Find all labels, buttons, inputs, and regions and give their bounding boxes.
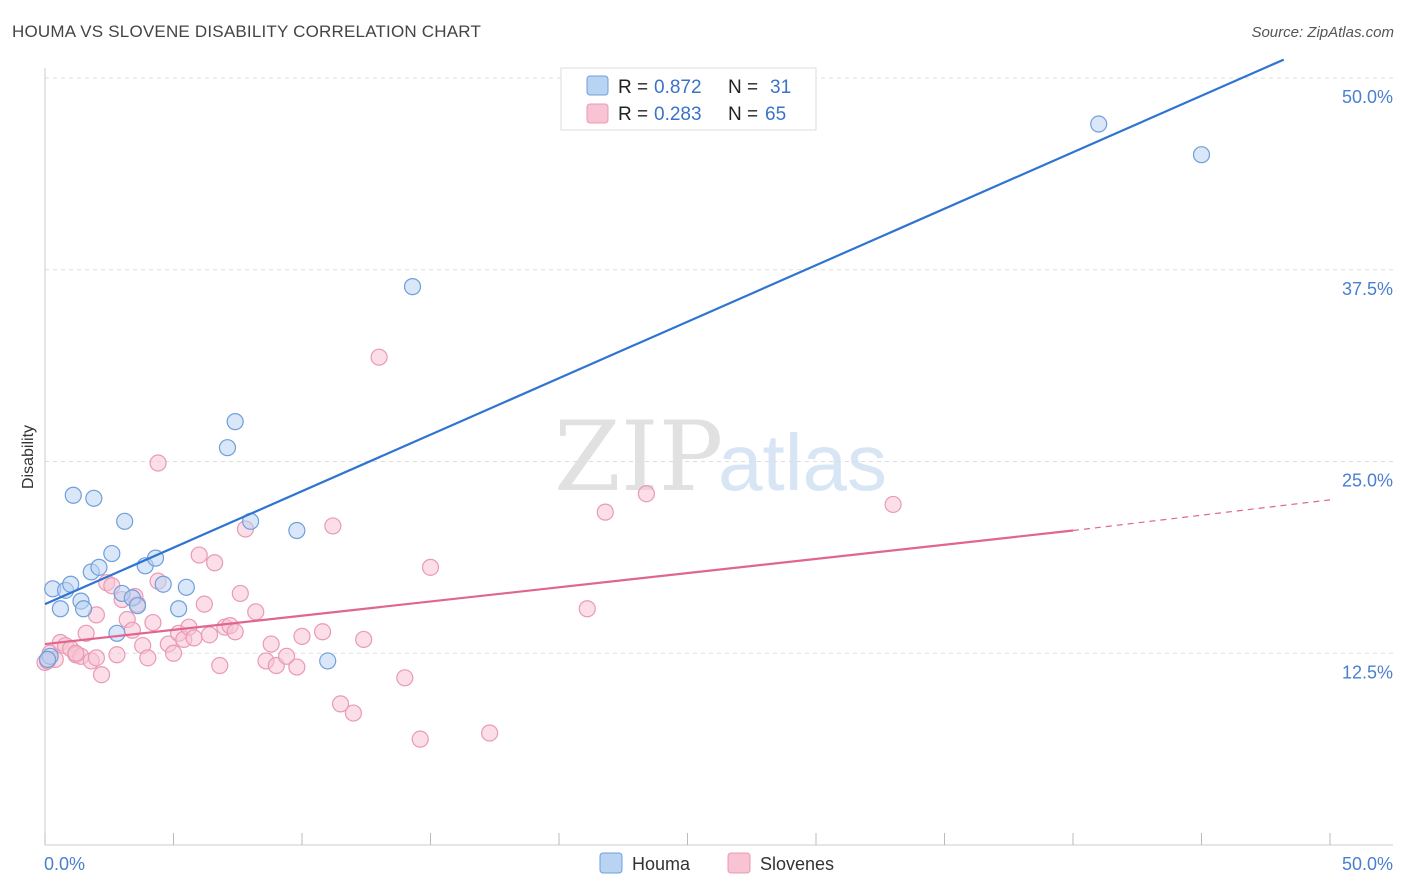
houma-point-16 — [128, 597, 147, 615]
houma-point-27 — [403, 278, 422, 296]
y-tick-label-3: 50.0% — [1342, 87, 1393, 107]
slovenes-point-26 — [164, 644, 183, 662]
houma-point-7 — [74, 600, 93, 618]
y-tick-labels: 12.5% 25.0% 37.5% 50.0% — [1342, 87, 1393, 682]
houma-point-19 — [154, 575, 172, 593]
slovenes-legend-swatch — [586, 103, 609, 124]
houma-point-25 — [288, 521, 306, 540]
slovenes-point-35 — [211, 656, 229, 675]
slovenes-point-58 — [578, 600, 596, 618]
houma-point-29 — [1192, 146, 1211, 164]
watermark: ZIP atlas — [554, 401, 887, 513]
slovenes-point-22 — [144, 613, 162, 632]
stats-legend: R = 0.872 N = 31 R = 0.283 N = 65 — [560, 67, 817, 131]
slovenes-point-63 — [67, 644, 85, 662]
slovenes-point-12 — [92, 666, 111, 684]
slovenes-bottom-swatch — [727, 852, 751, 874]
x-tick-label-min: 0.0% — [44, 854, 85, 874]
source-label: Source: ZipAtlas.com — [1251, 24, 1394, 41]
slovenes-point-24 — [149, 454, 167, 472]
slovenes-point-30 — [185, 629, 203, 647]
houma-r-value: 0.872 — [654, 77, 702, 98]
houma-trend-line — [44, 58, 1285, 606]
slovenes-point-10 — [87, 649, 106, 667]
slovenes-point-61 — [884, 495, 902, 514]
houma-r-label: R = — [618, 77, 648, 98]
slovenes-point-56 — [421, 558, 440, 576]
trend-lines — [44, 58, 1331, 646]
houma-bottom-label: Houma — [632, 854, 691, 874]
slovenes-point-32 — [195, 595, 213, 613]
houma-point-28 — [1090, 115, 1108, 133]
houma-points — [38, 115, 1211, 670]
slovenes-point-59 — [596, 503, 614, 521]
slovenes-point-53 — [370, 348, 388, 366]
slovenes-point-50 — [331, 695, 350, 713]
chart-title: HOUMA VS SLOVENE DISABILITY CORRELATION … — [12, 22, 482, 41]
slovenes-point-48 — [313, 623, 332, 641]
series-legend: Houma Slovenes — [599, 852, 834, 874]
slovenes-point-15 — [108, 646, 126, 664]
slovenes-point-47 — [293, 627, 311, 645]
y-tick-label-2: 37.5% — [1342, 279, 1393, 299]
slovenes-trend-line — [44, 529, 1074, 646]
slovenes-bottom-label: Slovenes — [760, 854, 834, 874]
slovenes-point-54 — [396, 669, 414, 687]
slovenes-point-38 — [226, 623, 244, 641]
slovenes-r-value: 0.283 — [654, 104, 702, 125]
slovenes-points — [36, 348, 902, 748]
houma-bottom-swatch — [599, 852, 623, 874]
slovenes-point-52 — [355, 630, 373, 649]
houma-point-23 — [226, 413, 244, 431]
slovenes-point-60 — [637, 485, 655, 503]
houma-point-12 — [108, 624, 126, 642]
slovenes-n-label: N = — [728, 104, 758, 125]
houma-n-value: 31 — [770, 77, 791, 98]
slovenes-point-21 — [139, 649, 157, 667]
slovenes-point-49 — [324, 517, 342, 535]
slovenes-point-51 — [344, 704, 362, 722]
houma-point-2 — [51, 600, 70, 618]
slovenes-point-31 — [190, 546, 208, 564]
slovenes-point-8 — [77, 624, 95, 642]
watermark-atlas: atlas — [718, 418, 887, 507]
y-tick-label-1: 25.0% — [1342, 471, 1393, 491]
slovenes-point-46 — [288, 658, 306, 676]
slovenes-point-43 — [262, 635, 280, 653]
houma-point-14 — [116, 512, 134, 530]
slovenes-n-value: 65 — [765, 104, 786, 125]
houma-point-30 — [38, 650, 57, 668]
slovenes-point-57 — [481, 724, 499, 742]
houma-point-22 — [218, 439, 237, 457]
houma-point-21 — [177, 578, 195, 596]
houma-point-5 — [64, 486, 82, 504]
x-axis-ticks — [44, 833, 1331, 845]
houma-legend-swatch — [586, 75, 609, 96]
slovenes-r-label: R = — [618, 104, 648, 125]
x-tick-label-max: 50.0% — [1342, 854, 1393, 874]
houma-point-9 — [85, 489, 103, 507]
houma-point-20 — [170, 600, 188, 618]
houma-point-10 — [90, 558, 108, 576]
y-tick-label-0: 12.5% — [1342, 662, 1393, 682]
slovenes-point-45 — [277, 647, 296, 665]
slovenes-point-55 — [411, 730, 429, 748]
slovenes-point-33 — [200, 626, 219, 644]
slovenes-point-41 — [247, 603, 265, 621]
slovenes-trend-extension — [1072, 499, 1331, 532]
slovenes-point-34 — [206, 554, 224, 572]
houma-n-label: N = — [728, 77, 758, 98]
gridlines — [45, 77, 1393, 654]
houma-point-26 — [319, 652, 337, 670]
slovenes-point-39 — [231, 584, 249, 603]
houma-point-11 — [103, 544, 121, 563]
y-axis-title: Disability — [20, 425, 37, 489]
